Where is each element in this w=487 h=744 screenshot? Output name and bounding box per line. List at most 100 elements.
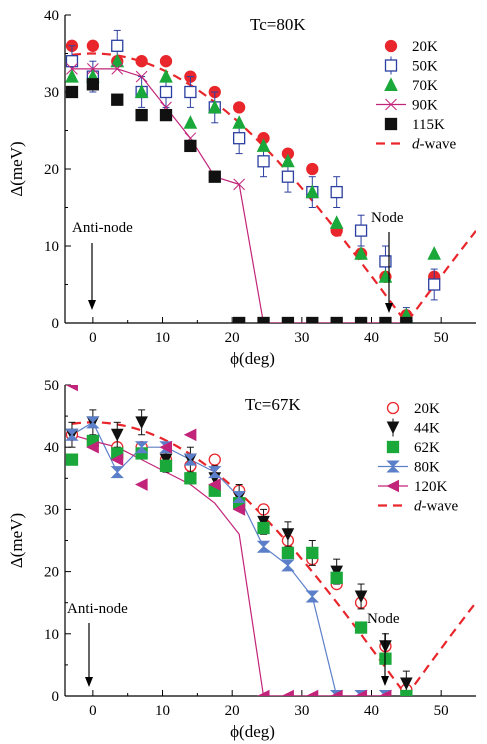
- data-point: [379, 255, 392, 268]
- legend-swatch: [384, 77, 398, 91]
- data-point: [305, 184, 320, 199]
- data-point: [354, 316, 368, 323]
- data-point: [208, 466, 222, 479]
- data-point: [306, 162, 319, 176]
- data-point: [110, 53, 125, 68]
- y-axis-label: Δ(meV): [7, 141, 26, 196]
- data-point: [65, 385, 78, 392]
- data-point: [159, 85, 173, 99]
- y-tick-label: 20: [44, 162, 59, 178]
- legend-item-70k: 70K: [384, 77, 438, 94]
- data-point: [135, 416, 148, 429]
- data-point: [135, 55, 148, 68]
- legend-label: 20K: [412, 39, 438, 55]
- x-axis-label: ϕ(deg): [230, 349, 275, 368]
- data-point: [257, 515, 270, 529]
- legend-swatch: [386, 401, 400, 415]
- data-point: [65, 68, 79, 83]
- data-point: [159, 108, 173, 122]
- data-point: [135, 70, 148, 83]
- node-arrow-head: [385, 303, 393, 313]
- data-point: [207, 99, 222, 114]
- legend-label: 50K: [412, 59, 438, 75]
- x-tick-label: 10: [155, 330, 170, 346]
- legend-label: d-wave: [412, 137, 456, 153]
- x-tick-label: 30: [294, 703, 309, 719]
- data-point: [281, 153, 295, 168]
- y-tick-label: 30: [44, 85, 59, 101]
- chart-panel-2: 0 10 20 30 40 50 0 10 20 30 40 50 ϕ(deg) Δ(meV) Tc=67K…: [7, 378, 476, 741]
- legend-label: 90K: [412, 98, 438, 114]
- legend-label: 20K: [414, 401, 440, 417]
- legend-item-90k: 90K: [376, 98, 438, 114]
- legend-item-20k: 20K: [386, 401, 440, 417]
- y-tick-label: 40: [44, 8, 59, 24]
- chart-title: Tc=80K: [250, 15, 306, 34]
- data-point: [111, 93, 124, 106]
- legend-swatch: [386, 460, 400, 473]
- chart-panel-1: 0 10 20 30 40 50 0 10 20 30 40 ϕ(deg) Δ(meV) Tc=80K An…: [7, 8, 476, 368]
- data-point: [379, 316, 392, 323]
- data-point: [184, 139, 197, 153]
- legend-swatch: [386, 479, 399, 493]
- legend-label: 115K: [412, 117, 445, 133]
- data-point: [233, 316, 246, 323]
- data-point: [110, 428, 124, 442]
- data-point: [330, 689, 343, 696]
- y-tick-label: 0: [52, 316, 60, 332]
- data-point: [111, 39, 124, 52]
- series-120k: [65, 385, 392, 696]
- data-point: [159, 440, 173, 454]
- node-arrow-head: [381, 676, 389, 686]
- data-point: [208, 478, 221, 491]
- data-point: [256, 689, 270, 696]
- anti-node-arrow-head: [88, 300, 96, 310]
- y-axis-label: Δ(meV): [7, 513, 26, 568]
- legend-swatch: [384, 59, 398, 72]
- x-tick-label: 20: [225, 703, 240, 719]
- data-point: [134, 84, 149, 98]
- y-tick-label: 0: [52, 689, 60, 705]
- data-point: [86, 440, 99, 454]
- data-point: [306, 546, 319, 560]
- legend-item-d-wave: d-wave: [378, 499, 458, 515]
- data-point: [281, 689, 294, 696]
- data-point: [66, 63, 78, 75]
- data-point: [281, 316, 295, 323]
- data-point: [400, 316, 413, 323]
- x-tick-label: 50: [434, 703, 449, 719]
- y-tick-label: 10: [44, 627, 59, 643]
- legend-item-115k: 115K: [384, 117, 445, 133]
- data-point: [354, 621, 368, 634]
- data-point: [111, 63, 124, 75]
- x-tick-label: 40: [364, 703, 379, 719]
- data-point: [233, 178, 246, 191]
- legend-item-62k: 62K: [386, 440, 440, 456]
- data-point: [183, 428, 197, 442]
- legend-label: 44K: [414, 421, 440, 437]
- data-point: [233, 101, 246, 114]
- anti-node-label: Anti-node: [72, 220, 133, 236]
- data-point: [110, 453, 124, 466]
- data-point: [86, 39, 100, 52]
- data-point: [65, 55, 79, 68]
- legend-label: 120K: [414, 479, 448, 495]
- x-tick-label: 0: [89, 703, 97, 719]
- data-point: [256, 540, 271, 553]
- data-point: [281, 528, 295, 541]
- x-tick-label: 40: [364, 330, 379, 346]
- data-point: [183, 453, 198, 466]
- data-point: [378, 689, 392, 696]
- data-point: [400, 677, 413, 691]
- data-point: [159, 459, 173, 473]
- data-point: [183, 115, 198, 129]
- data-point: [354, 246, 368, 260]
- legend-swatch: [386, 421, 400, 435]
- node-label: Node: [371, 210, 404, 226]
- data-point: [354, 224, 368, 237]
- data-point: [65, 85, 79, 99]
- data-point: [184, 472, 197, 485]
- legend-item-20k: 20K: [384, 39, 438, 55]
- data-point: [232, 503, 246, 516]
- data-point: [208, 170, 221, 183]
